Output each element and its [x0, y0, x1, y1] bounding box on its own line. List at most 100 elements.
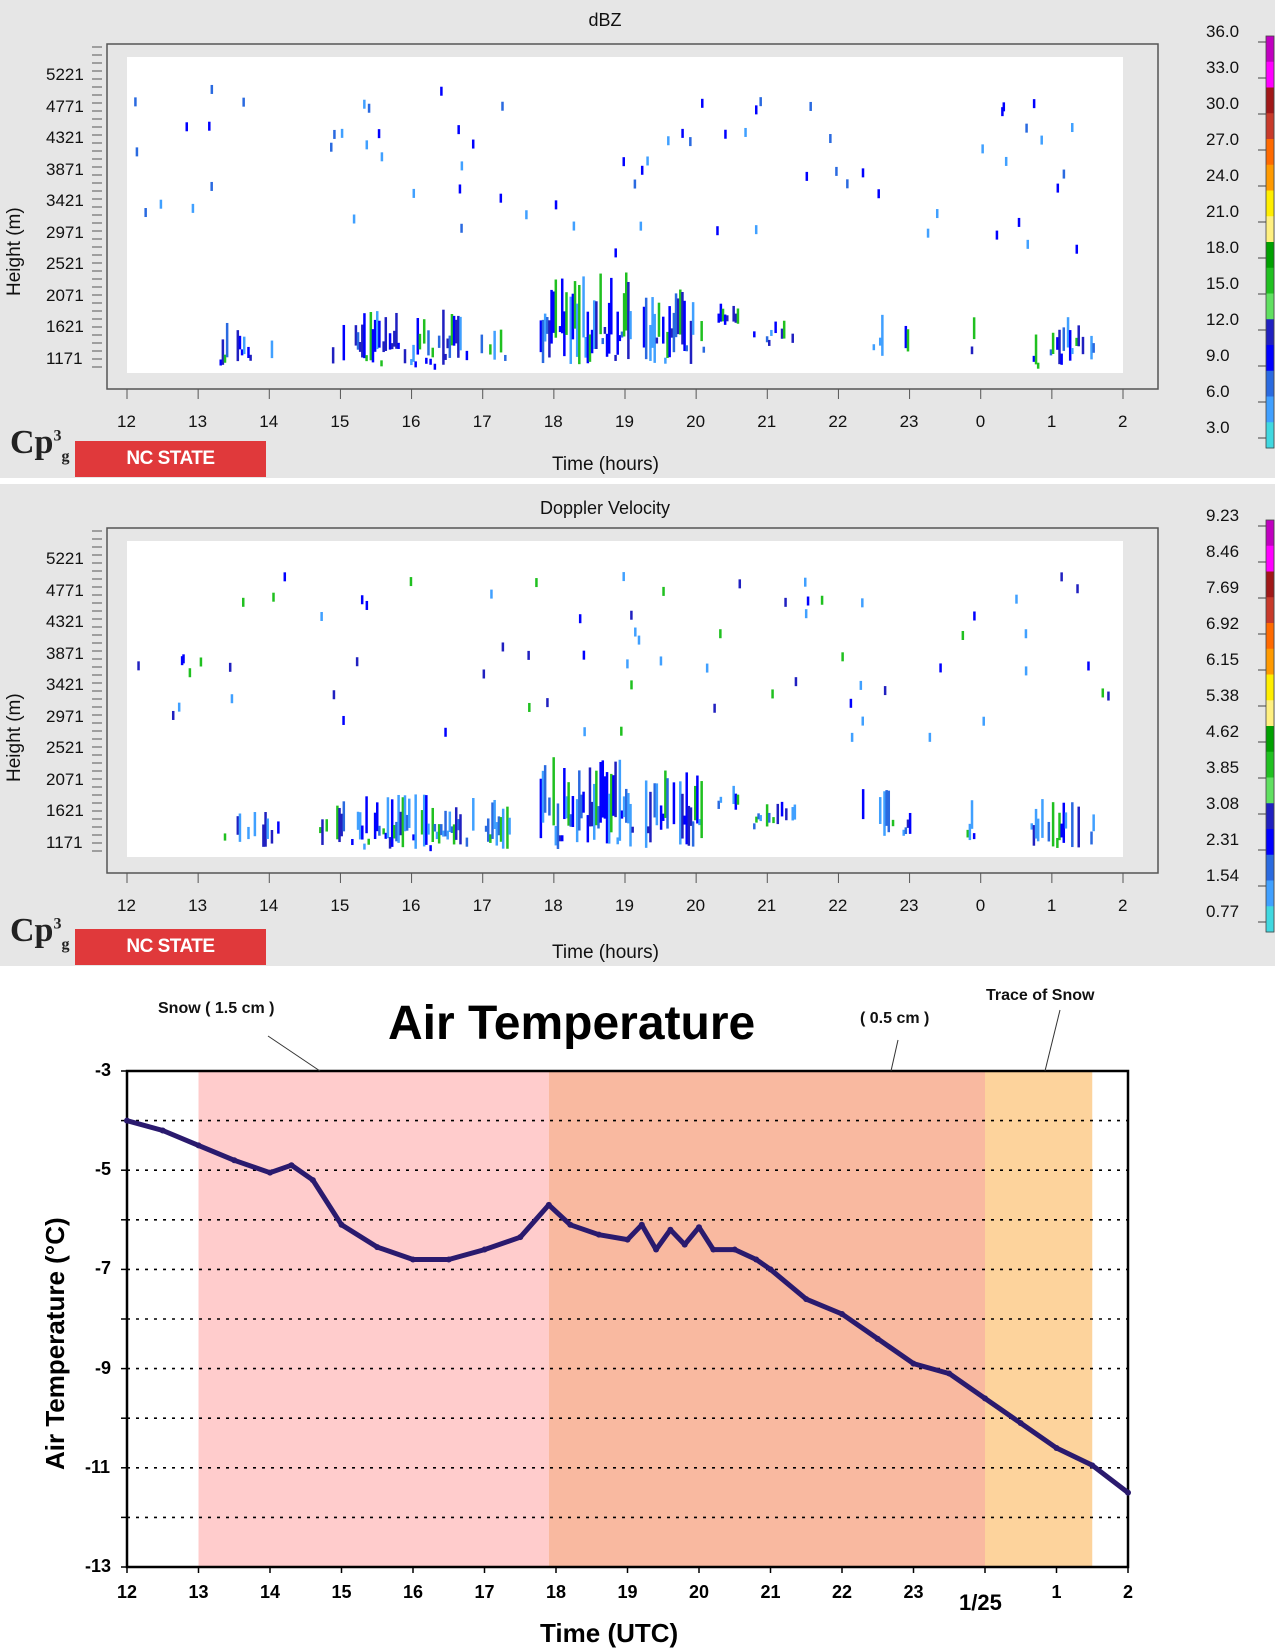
velocity-dense-echo	[440, 824, 443, 836]
dbz-dense-echo	[427, 330, 430, 356]
dbz-sparse-echo	[926, 228, 930, 238]
dbz-dense-echo	[247, 346, 250, 359]
velocity-dense-echo	[1032, 825, 1036, 846]
dbz-sparse-echo	[877, 189, 880, 199]
dbz-dense-echo	[442, 309, 445, 365]
velocity-dense-echo	[580, 794, 583, 819]
dbz-dense-echo	[550, 289, 553, 344]
temperature-point	[159, 1127, 166, 1134]
temperature-point	[1089, 1462, 1096, 1469]
dbz-dense-echo	[238, 335, 242, 350]
velocity-frame	[106, 527, 1159, 874]
temperature-point	[681, 1241, 688, 1248]
velocity-sparse-echo	[241, 597, 245, 607]
velocity-dense-echo	[491, 802, 494, 839]
velocity-dense-echo	[420, 810, 424, 835]
velocity-dense-echo	[785, 808, 788, 821]
temperature-x-tick-label: 12	[117, 1582, 138, 1602]
dbz-colorbar-segment	[1266, 164, 1274, 191]
velocity-sparse-echo	[705, 663, 709, 673]
velocity-dense-echo	[908, 812, 912, 834]
velocity-sparse-echo	[784, 597, 787, 607]
dbz-colorbar-segment	[1266, 267, 1274, 294]
dbz-x-tick-label: 16	[401, 412, 421, 431]
velocity-dense-echo	[388, 837, 392, 849]
velocity-sparse-echo	[982, 716, 985, 726]
velocity-dense-echo	[1051, 802, 1055, 847]
velocity-dense-echo	[732, 785, 735, 805]
temperature-point	[731, 1246, 738, 1253]
velocity-dense-echo	[556, 803, 560, 849]
velocity-dense-echo	[393, 825, 396, 839]
velocity-dense-echo	[403, 795, 407, 832]
velocity-dense-echo	[627, 793, 630, 824]
velocity-sparse-echo	[180, 656, 184, 666]
velocity-sparse-echo	[188, 668, 192, 678]
velocity-dense-echo	[698, 819, 701, 826]
velocity-dense-echo	[552, 757, 555, 826]
dbz-colorbar-label: 15.0	[1206, 274, 1240, 293]
dbz-dense-echo	[412, 344, 415, 362]
velocity-sparse-echo	[1101, 688, 1105, 698]
dbz-sparse-echo	[352, 214, 356, 224]
vel-y-tick-label: 3871	[46, 643, 84, 663]
velocity-dense-echo	[614, 761, 617, 818]
temperature-point	[767, 1266, 774, 1273]
dbz-dense-echo	[554, 279, 558, 338]
vel-colorbar-label: 6.15	[1206, 650, 1240, 669]
dbz-dense-echo	[599, 273, 602, 335]
cp3g-logo: Cp3g	[10, 424, 70, 465]
dbz-dense-echo	[622, 293, 626, 337]
vel-colorbar-label: 3.85	[1206, 758, 1240, 777]
dbz-sparse-echo	[744, 127, 747, 137]
temperature-point	[1017, 1420, 1024, 1427]
velocity-sparse-echo	[582, 650, 586, 660]
dbz-dense-echo	[369, 312, 373, 361]
shaded-period-0	[198, 1071, 549, 1567]
velocity-sparse-echo	[528, 702, 531, 712]
dbz-dense-echo	[546, 317, 549, 334]
velocity-dense-echo	[506, 806, 509, 849]
vel-colorbar-label: 8.46	[1206, 542, 1240, 561]
vel-colorbar-label: 1.54	[1206, 866, 1240, 885]
velocity-dense-echo	[647, 826, 650, 834]
velocity-dense-echo	[356, 811, 360, 830]
dbz-x-tick-label: 23	[899, 412, 919, 431]
dbz-sparse-echo	[861, 168, 865, 178]
velocity-dense-echo	[590, 801, 594, 827]
velocity-dense-echo	[605, 772, 609, 844]
dbz-dense-echo	[416, 318, 420, 355]
velocity-dense-echo	[253, 812, 257, 837]
dbz-y-tick-label: 1621	[46, 317, 84, 336]
velocity-sparse-echo	[527, 650, 530, 660]
dbz-dense-echo	[906, 329, 910, 352]
dbz-sparse-echo	[210, 84, 214, 94]
dbz-sparse-echo	[333, 129, 336, 139]
temperature-y-tick-label: -13	[85, 1556, 112, 1576]
velocity-dense-echo	[486, 818, 490, 842]
dbz-x-tick-label: 2	[1118, 412, 1128, 431]
dbz-sparse-echo	[134, 97, 137, 107]
velocity-dense-echo	[1036, 818, 1040, 842]
velocity-dense-echo	[616, 837, 619, 845]
velocity-colorbar-segment	[1266, 571, 1274, 598]
velocity-dense-echo	[433, 823, 437, 832]
velocity-sparse-echo	[849, 698, 853, 708]
dbz-dense-echo	[601, 338, 605, 345]
velocity-sparse-echo	[820, 595, 824, 605]
dbz-sparse-echo	[210, 181, 213, 191]
vel-x-tick-label: 2	[1118, 896, 1128, 915]
dbz-dense-echo	[780, 328, 784, 339]
velocity-dense-echo	[444, 810, 447, 837]
velocity-dense-echo	[429, 845, 432, 852]
velocity-dense-echo	[1056, 837, 1059, 848]
ncsu-logo: NC STATE UNIVERSITY	[75, 929, 266, 993]
temperature-x-tick-label: 16	[403, 1582, 424, 1602]
temperature-point	[517, 1234, 524, 1241]
velocity-sparse-echo	[360, 595, 364, 605]
dbz-dense-echo	[403, 349, 407, 364]
dbz-colorbar-label: 9.0	[1206, 346, 1230, 365]
velocity-sparse-echo	[535, 578, 538, 588]
velocity-dense-echo	[386, 797, 390, 839]
velocity-sparse-echo	[630, 610, 633, 620]
